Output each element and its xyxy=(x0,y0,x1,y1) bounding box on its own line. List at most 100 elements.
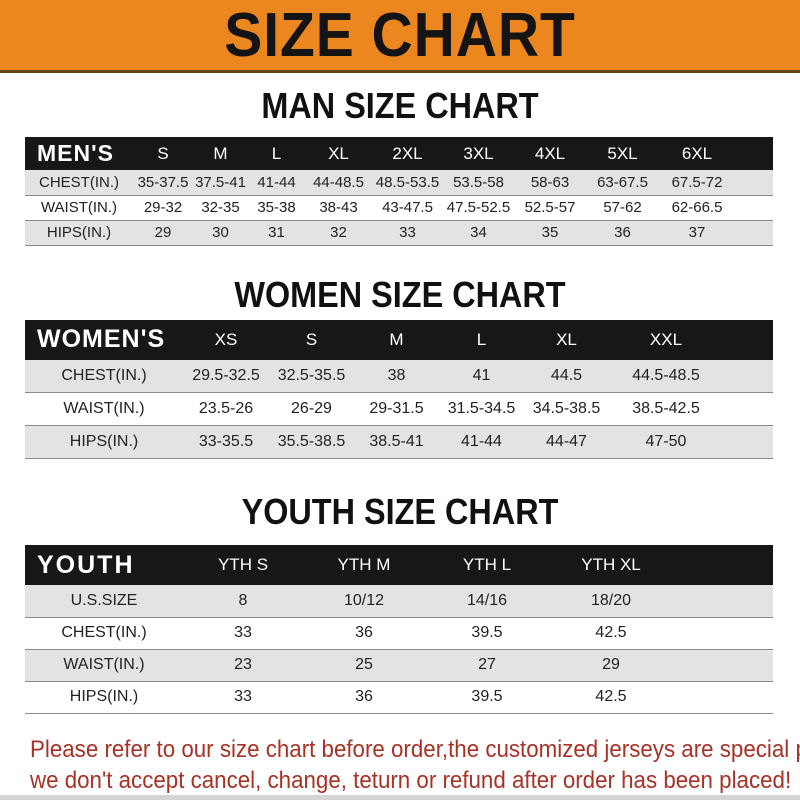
size-value-cell: 63-67.5 xyxy=(597,173,648,191)
size-value-cell: 44.5-48.5 xyxy=(632,366,700,384)
size-value-cell: 27 xyxy=(478,656,496,673)
size-value-cell: 32 xyxy=(330,224,347,241)
size-value-cell: 47-50 xyxy=(645,433,687,450)
size-header-cell: XS xyxy=(214,329,238,349)
row-label: CHEST(IN.) xyxy=(61,366,147,384)
size-value-cell: 14/16 xyxy=(466,591,508,609)
size-header-cell: 5XL xyxy=(607,143,638,163)
filler-cell xyxy=(735,220,773,245)
size-value-cell: 38.5-42.5 xyxy=(632,400,700,417)
size-value-cell: 44-47 xyxy=(546,433,587,450)
size-value-cell: 52.5-57 xyxy=(524,199,576,216)
youth-ussize-row: U.S.SIZE 8 10/12 14/16 18/20 xyxy=(25,585,773,617)
size-value-cell: 25 xyxy=(355,656,373,673)
men-group-label: MEN'S xyxy=(37,140,114,166)
size-header-cell: XXL xyxy=(649,329,683,349)
men-table-header-row: MEN'S S M L XL 2XL 3XL 4XL 5XL 6XL xyxy=(25,137,773,170)
size-header-cell: L xyxy=(476,329,487,349)
size-value-cell: 31 xyxy=(268,224,285,241)
size-value-cell: 36 xyxy=(355,688,373,705)
size-value-cell: 39.5 xyxy=(471,624,503,641)
row-label: HIPS(IN.) xyxy=(69,688,139,705)
size-value-cell: 35.5-38.5 xyxy=(277,433,346,450)
women-hips-row: HIPS(IN.) 33-35.5 35.5-38.5 38.5-41 41-4… xyxy=(25,425,773,459)
size-value-cell: 36 xyxy=(355,624,373,641)
size-header-cell: 4XL xyxy=(534,143,566,163)
women-section-heading-text: WOMEN SIZE CHART xyxy=(234,273,566,315)
size-value-cell: 41-44 xyxy=(461,433,502,450)
size-value-cell: 43-47.5 xyxy=(382,199,433,216)
filler-cell xyxy=(735,195,773,220)
youth-size-table: YOUTH YTH S YTH M YTH L YTH XL U.S.SIZE … xyxy=(25,545,773,714)
size-value-cell: 47.5-52.5 xyxy=(446,199,511,216)
size-value-cell: 10/12 xyxy=(343,591,385,609)
size-value-cell: 35-38 xyxy=(257,199,296,216)
youth-section-heading: YOUTH SIZE CHART xyxy=(0,494,800,530)
size-header-cell: M xyxy=(389,329,404,349)
filler-cell xyxy=(673,617,773,649)
youth-chest-row: CHEST(IN.) 33 36 39.5 42.5 xyxy=(25,617,773,649)
size-value-cell: 44.5 xyxy=(550,366,583,384)
filler-cell xyxy=(673,649,773,681)
size-value-cell: 33 xyxy=(399,224,416,241)
size-header-cell: YTH S xyxy=(217,555,269,574)
man-section-heading-text: MAN SIZE CHART xyxy=(261,85,539,126)
youth-hips-row: HIPS(IN.) 33 36 39.5 42.5 xyxy=(25,681,773,713)
size-value-cell: 53.5-58 xyxy=(453,173,504,191)
disclaimer-line-2: we don't accept cancel, change, teturn o… xyxy=(30,766,792,794)
size-value-cell: 48.5-53.5 xyxy=(375,173,440,191)
size-header-cell: M xyxy=(213,143,228,163)
size-value-cell: 29.5-32.5 xyxy=(192,366,260,384)
row-label: U.S.SIZE xyxy=(70,591,138,609)
size-value-cell: 37.5-41 xyxy=(195,173,246,191)
size-header-cell: L xyxy=(271,143,282,163)
size-value-cell: 18/20 xyxy=(590,591,632,609)
size-value-cell: 29 xyxy=(154,224,172,241)
size-value-cell: 23.5-26 xyxy=(198,400,254,417)
row-label: CHEST(IN.) xyxy=(39,173,119,191)
size-header-cell: 2XL xyxy=(392,143,423,163)
size-value-cell: 57-62 xyxy=(603,199,642,216)
size-value-cell: 29 xyxy=(602,656,620,673)
size-chart-banner: SIZE CHART xyxy=(0,0,800,73)
bottom-edge-strip xyxy=(0,795,800,800)
size-header-cell: XL xyxy=(328,143,349,163)
size-value-cell: 33-35.5 xyxy=(198,433,254,450)
size-header-cell: 6XL xyxy=(681,143,713,163)
men-waist-row: WAIST(IN.) 29-32 32-35 35-38 38-43 43-47… xyxy=(25,195,773,220)
size-value-cell: 38.5-41 xyxy=(369,433,424,450)
filler-cell xyxy=(673,545,773,585)
men-hips-row: HIPS(IN.) 29 30 31 32 33 34 35 36 37 xyxy=(25,220,773,245)
women-waist-row: WAIST(IN.) 23.5-26 26-29 29-31.5 31.5-34… xyxy=(25,392,773,426)
size-header-cell: S xyxy=(157,143,169,163)
women-size-table: WOMEN'S XS S M L XL XXL CHEST(IN.) 29.5-… xyxy=(25,319,773,460)
size-value-cell: 44-48.5 xyxy=(313,173,364,191)
women-table-header-row: WOMEN'S XS S M L XL XXL xyxy=(25,319,773,360)
size-value-cell: 33 xyxy=(234,624,252,641)
youth-table-header-row: YOUTH YTH S YTH M YTH L YTH XL xyxy=(25,545,773,585)
disclaimer-note: Please refer to our size chart before or… xyxy=(30,734,800,796)
size-value-cell: 42.5 xyxy=(595,624,627,641)
size-value-cell: 32-35 xyxy=(201,199,240,216)
row-label: HIPS(IN.) xyxy=(46,224,112,241)
size-value-cell: 62-66.5 xyxy=(671,199,723,216)
women-group-label: WOMEN'S xyxy=(37,325,166,353)
size-header-cell: XL xyxy=(556,329,577,349)
size-header-cell: 3XL xyxy=(463,143,494,163)
size-header-cell: YTH L xyxy=(462,555,512,574)
men-size-table: MEN'S S M L XL 2XL 3XL 4XL 5XL 6XL CHEST… xyxy=(25,137,773,246)
filler-cell xyxy=(673,585,773,617)
filler-cell xyxy=(735,170,773,195)
size-value-cell: 42.5 xyxy=(595,688,627,705)
size-value-cell: 32.5-35.5 xyxy=(277,366,346,384)
banner-title: SIZE CHART xyxy=(224,1,576,70)
size-value-cell: 31.5-34.5 xyxy=(447,400,516,417)
disclaimer-line-1: Please refer to our size chart before or… xyxy=(30,735,800,763)
size-value-cell: 26-29 xyxy=(291,400,332,417)
row-label: CHEST(IN.) xyxy=(61,624,147,641)
size-value-cell: 33 xyxy=(234,688,252,705)
size-value-cell: 29-32 xyxy=(143,199,183,216)
row-label: HIPS(IN.) xyxy=(69,433,139,450)
size-value-cell: 41 xyxy=(472,366,491,384)
filler-cell xyxy=(723,360,773,393)
